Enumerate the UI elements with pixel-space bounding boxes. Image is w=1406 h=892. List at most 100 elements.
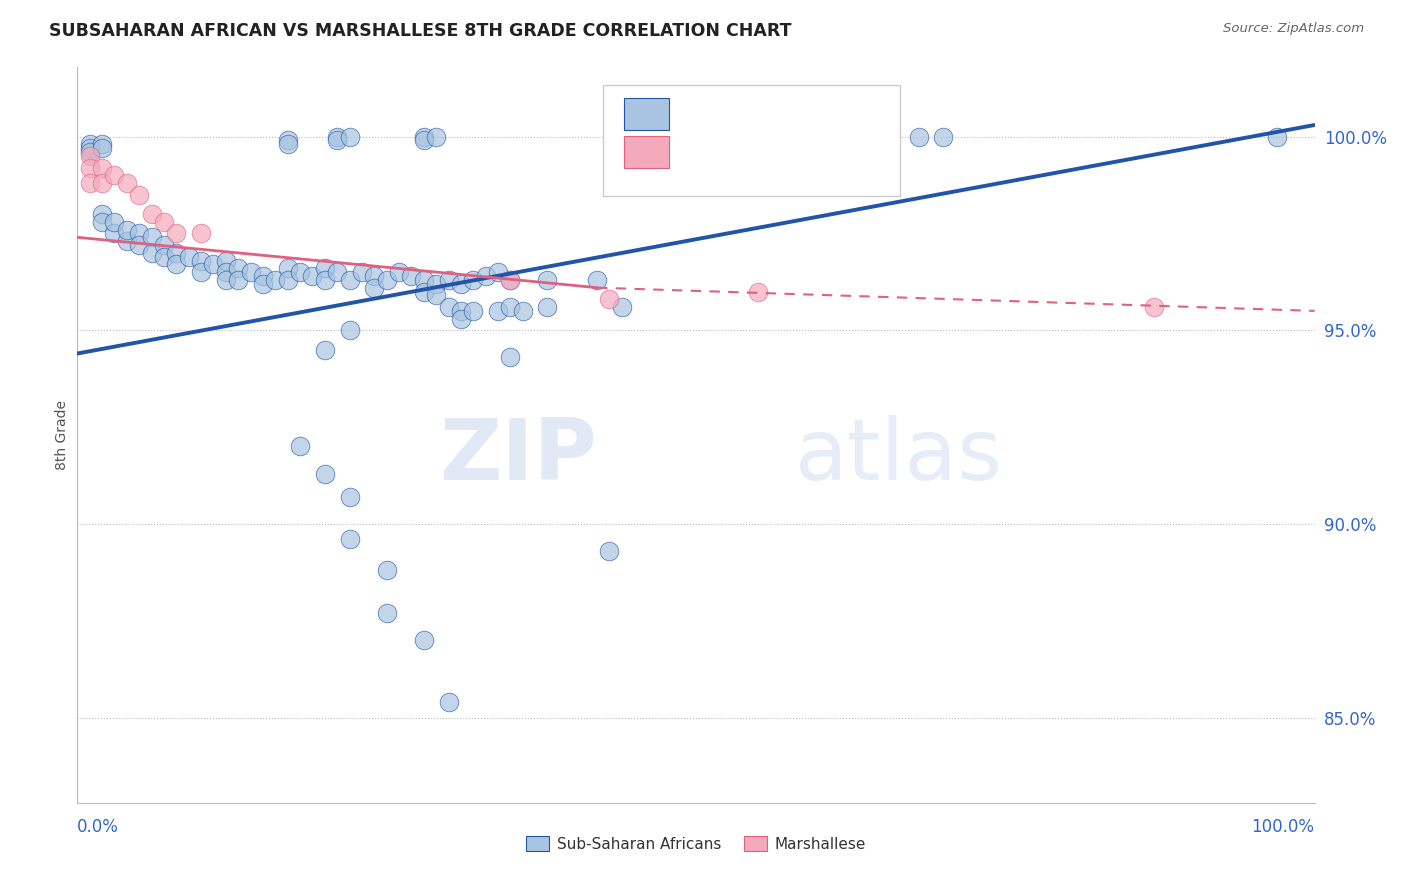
Point [103,169,125,183]
Point [463,304,485,318]
Point [747,285,769,299]
Point [412,273,434,287]
Point [79,161,101,175]
Point [598,293,620,307]
Point [115,176,138,190]
Point [1143,300,1166,314]
Point [463,273,485,287]
Point [288,265,311,279]
Point [264,273,287,287]
Point [128,238,150,252]
Point [388,265,411,279]
Point [190,227,212,241]
Point [339,273,361,287]
Point [141,230,163,244]
Point [277,133,299,147]
Point [499,351,522,365]
Point [128,227,150,241]
Point [907,129,929,144]
Point [412,633,434,648]
Point [215,273,238,287]
Point [128,187,150,202]
Point [375,563,398,577]
Point [314,343,336,357]
Point [363,268,385,283]
Point [141,207,163,221]
Point [499,300,522,314]
Point [314,261,336,276]
Point [215,265,238,279]
Point [425,288,447,302]
Point [165,227,187,241]
Point [165,245,187,260]
Point [375,273,398,287]
Point [165,257,187,271]
Point [91,207,114,221]
Point [512,304,534,318]
Point [202,257,225,271]
Point [412,285,434,299]
Point [190,253,212,268]
Point [79,137,101,152]
Point [412,133,434,147]
Point [326,129,349,144]
Text: 0.0%: 0.0% [77,818,120,836]
Point [747,129,769,144]
Point [339,129,361,144]
Point [103,215,125,229]
Point [252,277,274,291]
Point [79,145,101,160]
Point [226,261,249,276]
FancyBboxPatch shape [603,86,900,195]
Point [91,161,114,175]
Point [499,273,522,287]
Point [598,544,620,558]
Point [103,227,125,241]
Point [401,268,423,283]
Text: SUBSAHARAN AFRICAN VS MARSHALLESE 8TH GRADE CORRELATION CHART: SUBSAHARAN AFRICAN VS MARSHALLESE 8TH GR… [49,22,792,40]
Point [486,304,509,318]
Point [277,137,299,152]
Point [288,440,311,454]
Point [153,215,176,229]
Point [450,311,472,326]
Text: N = 16: N = 16 [780,144,842,161]
Point [450,304,472,318]
Text: ZIP: ZIP [439,416,598,499]
Text: Source: ZipAtlas.com: Source: ZipAtlas.com [1223,22,1364,36]
Point [326,265,349,279]
Point [326,133,349,147]
Y-axis label: 8th Grade: 8th Grade [55,400,69,470]
Point [177,250,200,264]
Point [339,323,361,337]
Point [437,300,460,314]
Point [314,467,336,481]
Text: N = 84: N = 84 [780,106,842,124]
Point [79,149,101,163]
Point [215,253,238,268]
Point [79,176,101,190]
Point [536,300,558,314]
Point [115,234,138,248]
Point [425,129,447,144]
Point [350,265,373,279]
Point [277,261,299,276]
Point [1267,129,1289,144]
Text: R =  0.397: R = 0.397 [675,106,772,124]
Point [226,273,249,287]
Point [536,273,558,287]
Point [759,133,782,147]
Point [437,273,460,287]
Point [586,273,609,287]
Point [91,141,114,155]
Point [115,222,138,236]
Text: R = -0.137: R = -0.137 [675,144,772,161]
Point [474,268,496,283]
Point [499,273,522,287]
Point [239,265,262,279]
Point [79,141,101,155]
Point [252,268,274,283]
Point [301,268,323,283]
Point [153,250,176,264]
Point [610,300,633,314]
